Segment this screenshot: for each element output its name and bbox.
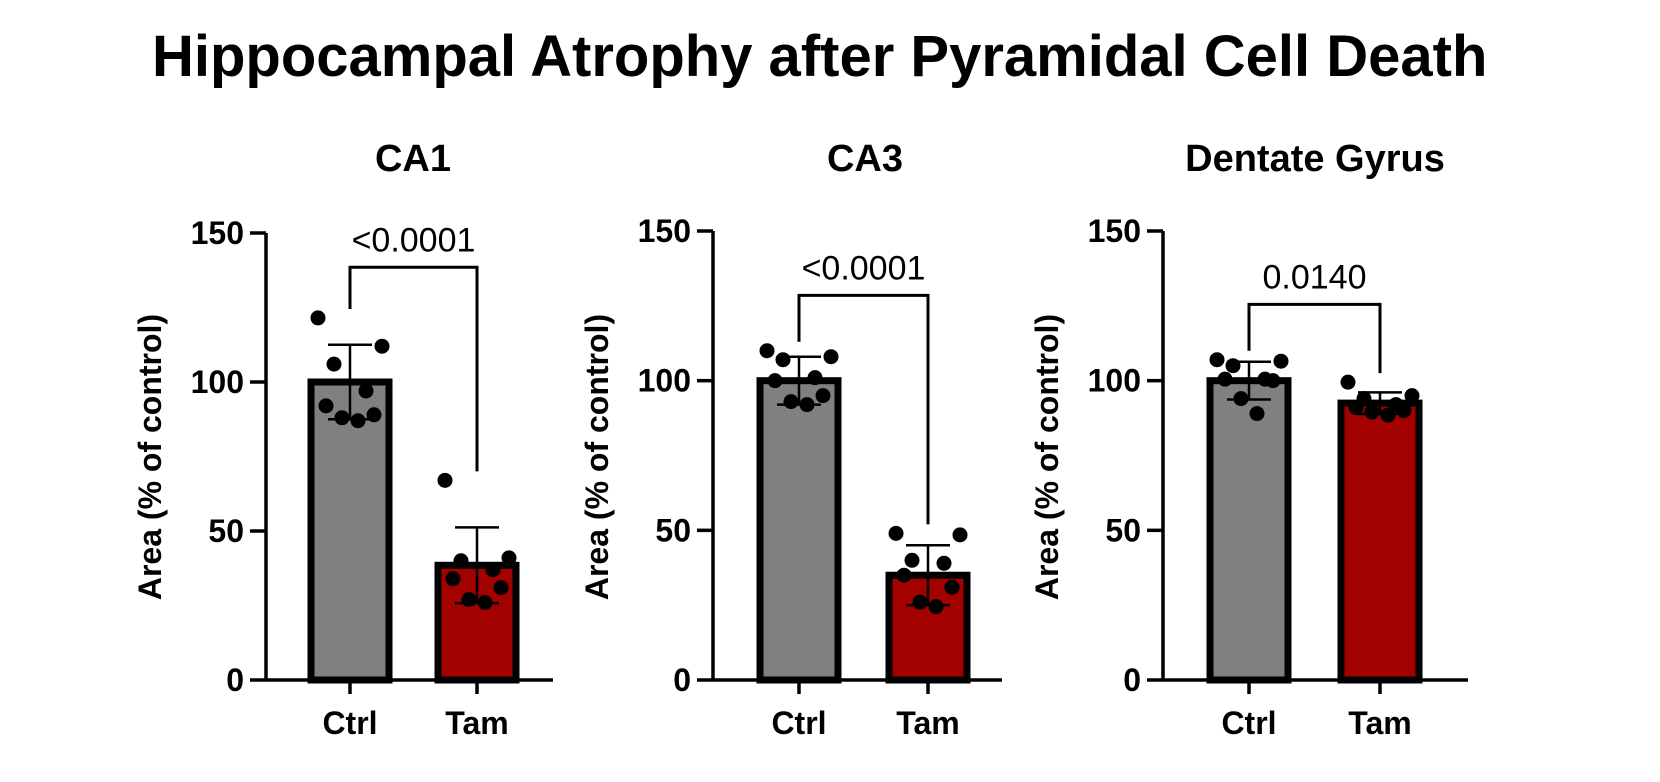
data-point <box>1404 388 1420 404</box>
p-value-label: <0.0001 <box>352 221 476 259</box>
data-point <box>936 555 952 571</box>
y-tick-label: 0 <box>673 662 691 698</box>
data-point <box>1340 374 1356 390</box>
data-point <box>759 343 775 359</box>
data-point <box>815 388 831 404</box>
x-tick-label: Tam <box>1348 705 1411 741</box>
bar-ctrl <box>756 377 842 684</box>
data-point <box>1249 406 1265 422</box>
data-point <box>767 373 783 389</box>
x-tick-label: Ctrl <box>322 705 377 741</box>
figure-title: Hippocampal Atrophy after Pyramidal Cell… <box>152 24 1488 89</box>
data-point <box>783 394 799 410</box>
data-point <box>904 552 920 568</box>
data-point <box>374 338 390 354</box>
bar-tam <box>1337 399 1423 684</box>
significance-bracket <box>1247 302 1382 374</box>
x-tick-label: Ctrl <box>1221 705 1276 741</box>
data-point <box>888 525 904 541</box>
significance-bracket <box>797 293 930 525</box>
data-point <box>358 383 374 399</box>
chart-panel-2: CA3 Area (% of control) Ctrl Tam 0 50 100 150 <0… <box>579 138 1002 741</box>
data-point <box>944 579 960 595</box>
data-point <box>350 413 366 429</box>
data-point <box>1348 400 1364 416</box>
data-point <box>501 550 517 566</box>
data-point <box>445 571 461 587</box>
panel-title: CA3 <box>827 138 903 180</box>
chart-panel-1: CA1 Area (% of control) Ctrl Tam 0 50 100 150 <0… <box>132 138 553 741</box>
y-tick-label: 100 <box>638 363 691 399</box>
data-point <box>461 592 477 608</box>
significance-bracket <box>348 265 479 472</box>
data-point <box>310 310 326 326</box>
chart-panel-3: Dentate Gyrus Area (% of control) Ctrl Tam 0… <box>1029 138 1468 741</box>
data-point <box>799 397 815 413</box>
data-point <box>952 527 968 543</box>
y-tick-label: 100 <box>1088 363 1141 399</box>
y-tick-label: 150 <box>638 213 691 249</box>
data-point <box>775 352 791 368</box>
y-tick-label: 100 <box>191 364 244 400</box>
data-point <box>334 410 350 426</box>
data-point <box>1265 373 1281 389</box>
x-tick-label: Tam <box>445 705 508 741</box>
panel-title: CA1 <box>375 138 451 180</box>
y-axis-label: Area (% of control) <box>579 314 615 600</box>
data-point <box>437 472 453 488</box>
data-point <box>807 370 823 386</box>
data-point <box>493 580 509 596</box>
data-point <box>453 553 469 569</box>
bar-ctrl <box>307 378 393 684</box>
data-point <box>1209 352 1225 368</box>
data-point <box>912 594 928 610</box>
data-point <box>896 567 912 583</box>
data-point <box>1233 391 1249 407</box>
data-point <box>366 407 382 423</box>
data-point <box>1364 404 1380 420</box>
p-value-label: 0.0140 <box>1263 258 1367 296</box>
data-point <box>326 356 342 372</box>
data-point <box>318 398 334 414</box>
y-tick-label: 150 <box>191 215 244 251</box>
data-point <box>1380 407 1396 423</box>
y-tick-label: 0 <box>1123 662 1141 698</box>
y-axis-label: Area (% of control) <box>1029 314 1065 600</box>
y-tick-label: 50 <box>208 513 244 549</box>
data-point <box>1273 353 1289 369</box>
data-point <box>485 562 501 578</box>
data-point <box>823 349 839 365</box>
data-point <box>1225 358 1241 374</box>
y-tick-label: 150 <box>1088 213 1141 249</box>
data-point <box>477 595 493 611</box>
y-axis-label: Area (% of control) <box>132 314 168 600</box>
bar-ctrl <box>1206 377 1292 684</box>
y-tick-label: 0 <box>226 662 244 698</box>
panel-title: Dentate Gyrus <box>1185 138 1445 180</box>
x-tick-label: Ctrl <box>771 705 826 741</box>
y-tick-label: 50 <box>1105 512 1141 548</box>
data-point <box>1396 403 1412 419</box>
x-tick-label: Tam <box>896 705 959 741</box>
p-value-label: <0.0001 <box>802 249 926 287</box>
data-point <box>1217 371 1233 387</box>
y-tick-label: 50 <box>655 512 691 548</box>
data-point <box>928 599 944 615</box>
